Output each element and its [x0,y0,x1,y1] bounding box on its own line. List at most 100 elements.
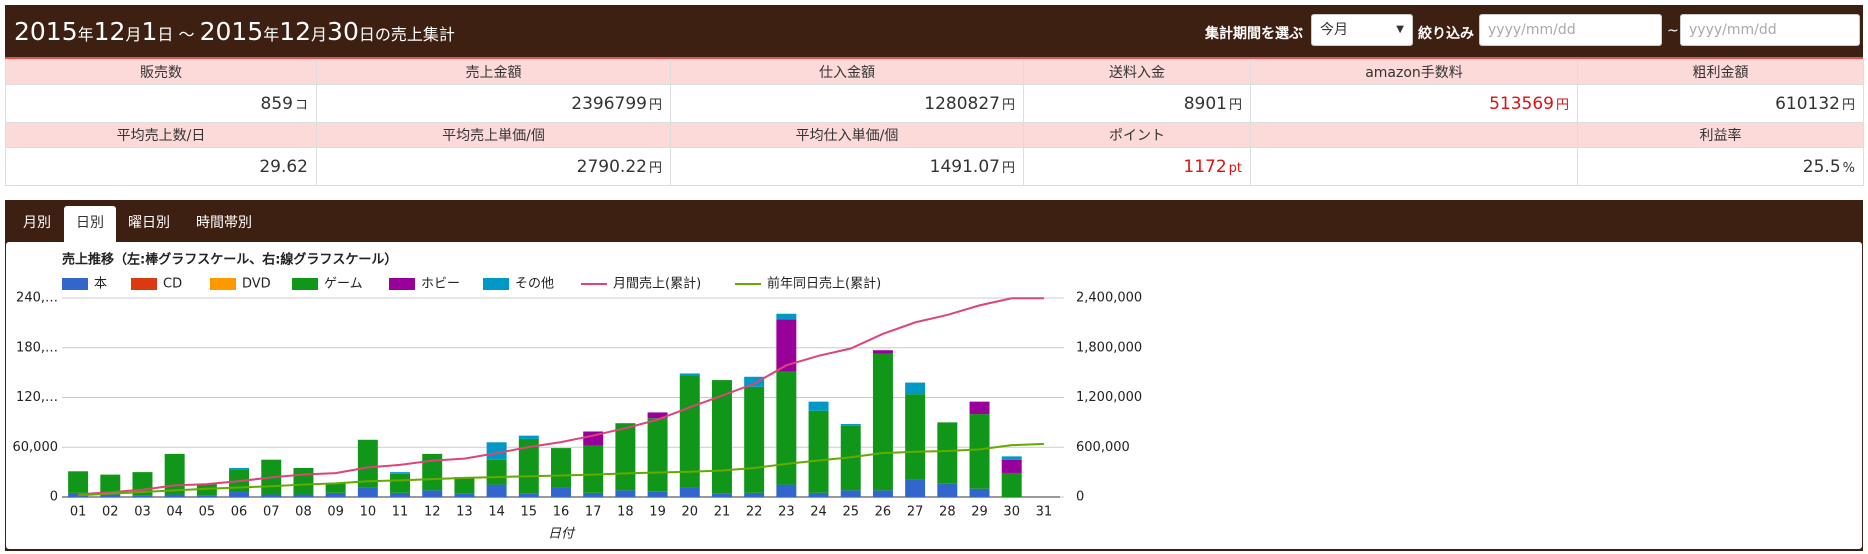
filter-label: 絞り込み [1418,26,1474,42]
legend-swatch [131,278,157,290]
x-tick-label: 05 [199,505,216,520]
x-tick-label: 18 [617,505,634,520]
stats-value: 1172 [1183,156,1227,177]
bar-segment [518,493,539,497]
date-to-input[interactable]: yyyy/mm/dd [1680,14,1860,46]
bar-segment [229,492,250,497]
period-select[interactable]: 今月 ▼ [1311,14,1413,46]
y-tick-label: 60,000 [13,440,59,455]
bar-segment [325,492,346,497]
title-part: 年 [263,25,280,44]
stats-header-cell: 平均売上数/日 [5,122,317,148]
bar-segment [454,477,475,494]
x-tick-label: 15 [521,505,538,520]
title-part: 日 [358,25,375,44]
chart-panel: 売上推移（左:棒グラフスケール、右:線グラフスケール） 0 60,000 120,… 1… [6,242,1862,549]
line-series [78,297,1044,496]
y-tick-label: 120,… [16,390,58,405]
bar-segment [905,394,926,480]
stats-header-row: 平均売上数/日 平均売上単価/個 平均仕入単価/個 ポイント 利益率 [5,122,1864,148]
bar-segment [872,350,893,354]
stats-value: 8901 [1183,93,1227,114]
stats-value-cell: 2790.22 円 [316,147,671,186]
bar-segment [872,353,893,491]
stats-header-cell: 利益率 [1577,122,1864,148]
y-tick-label: 180,… [16,340,58,355]
x-tick-label: 16 [553,505,570,520]
page-title: 2015年12月1日 ～ 2015年12月30日の売上集計 [14,17,455,46]
date-from-placeholder: yyyy/mm/dd [1488,22,1576,38]
stats-unit: 円 [1001,160,1015,176]
bar-segment [196,495,217,497]
stats-unit: コ [294,97,308,113]
bar-segment [583,492,604,497]
tab[interactable]: 時間帯別 [196,215,252,231]
bar-segment [390,472,411,474]
bar-segment [776,319,797,372]
title-part: 月 [125,25,142,44]
x-tick-label: 14 [488,505,505,520]
bar-segment [551,448,571,488]
stats-value: 2790.22 [576,156,647,177]
bar-segment [293,467,314,495]
x-tick-label: 23 [778,505,795,520]
bar-segment [905,382,926,395]
stats-header-cell: 送料入金 [1023,59,1251,85]
legend-label: 本 [94,277,107,292]
legend-label: その他 [515,277,554,292]
x-tick-label: 25 [842,505,859,520]
tab[interactable]: 日別 [64,206,116,242]
stats-value: 610132 [1775,93,1840,114]
title-part: 年 [77,25,94,44]
stats-label: 仕入金額 [819,65,875,81]
stats-header-cell: 粗利金額 [1577,59,1864,85]
bar-segment [422,490,443,497]
select-arrow: ▼ [1396,24,1404,35]
bar-segment [711,493,732,497]
bar-segment [872,490,893,497]
stats-unit: 円 [1555,97,1569,113]
legend-label: DVD [242,277,271,292]
tab[interactable]: 月別 [23,215,51,231]
stats-value-cell [1250,147,1578,186]
legend-label: 月間売上(累計) [613,276,701,292]
bar-segment [422,453,443,491]
period-label: 集計期間を選ぶ [1205,26,1303,42]
bar-segment [905,479,926,497]
bar-segment [486,459,507,485]
stats-label: 粗利金額 [1692,65,1749,81]
title-part: 2015 [14,17,78,46]
bar-segment [647,418,668,492]
x-tick-label: 03 [134,505,151,520]
bar-segment [615,423,636,491]
x-tick-label: 06 [231,505,248,520]
stats-label: ポイント [1109,128,1165,144]
legend-swatch [389,278,415,290]
bar-segment [68,471,89,493]
stats-header-cell: 売上金額 [316,59,671,85]
line-series [78,442,1044,497]
stats-unit: 円 [1001,97,1015,113]
stats-header-cell: 平均売上単価/個 [316,122,671,148]
x-tick-label: 13 [456,505,473,520]
bar-segment [357,439,378,488]
stats-label: 売上金額 [465,65,522,81]
stats-value: 29.62 [259,156,308,177]
title-part: の売上集計 [374,25,455,44]
tab[interactable]: 曜日別 [128,215,170,231]
stats-value: 513569 [1489,93,1554,114]
stats-value: 1280827 [924,93,1000,114]
stats-value-cell: 610132 円 [1577,84,1864,123]
x-tick-label: 10 [360,505,377,520]
bar-segment [937,483,958,497]
title-part: 2015 [199,17,264,46]
legend-swatch [210,278,236,290]
bar-segment [647,491,668,497]
legend-label: ホビー [421,277,460,292]
x-tick-label: 17 [585,505,602,520]
stats-value-row: 859 コ 2396799 円 1280827 円 8901 円 513569 円 610132 円 [5,84,1864,123]
stats-label: 送料入金 [1109,65,1165,81]
legend-label: 前年同日売上(累計) [767,276,881,292]
date-from-input[interactable]: yyyy/mm/dd [1479,14,1662,46]
x-tick-label: 12 [424,505,441,520]
